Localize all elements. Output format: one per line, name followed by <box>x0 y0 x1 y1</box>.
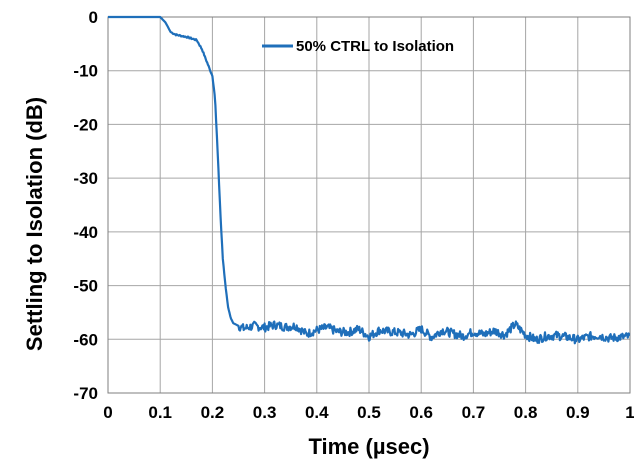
legend: 50% CTRL to Isolation <box>262 38 454 55</box>
x-axis-title: Time (µsec) <box>308 434 429 459</box>
y-tick-label: -30 <box>73 169 98 188</box>
y-axis-title: Settling to Isolation (dB) <box>22 97 47 351</box>
x-tick-label: 0.4 <box>305 403 329 422</box>
y-tick-label: 0 <box>89 8 98 27</box>
legend-label: 50% CTRL to Isolation <box>296 38 454 55</box>
x-tick-label: 0.8 <box>514 403 538 422</box>
x-tick-label: 0.1 <box>148 403 172 422</box>
y-tick-label: -60 <box>73 330 98 349</box>
x-tick-label: 0.5 <box>357 403 381 422</box>
x-tick-label: 0 <box>103 403 112 422</box>
x-tick-label: 1 <box>625 403 634 422</box>
series-line-50pct-ctrl-to-isolation <box>107 15 631 345</box>
grid-lines <box>108 17 630 393</box>
x-tick-label: 0.9 <box>566 403 590 422</box>
y-tick-label: -50 <box>73 277 98 296</box>
y-tick-label: -10 <box>73 62 98 81</box>
y-axis-ticks: 0 -10 -20 -30 -40 -50 -60 -70 <box>73 8 98 403</box>
plot-area-border <box>107 16 631 394</box>
x-tick-label: 0.3 <box>253 403 277 422</box>
x-tick-label: 0.6 <box>409 403 433 422</box>
x-tick-label: 0.7 <box>462 403 486 422</box>
y-tick-label: -20 <box>73 115 98 134</box>
y-tick-label: -40 <box>73 223 98 242</box>
x-tick-label: 0.2 <box>201 403 225 422</box>
y-tick-label: -70 <box>73 384 98 403</box>
x-axis-ticks: 0 0.1 0.2 0.3 0.4 0.5 0.6 0.7 0.8 0.9 1 <box>103 403 634 422</box>
